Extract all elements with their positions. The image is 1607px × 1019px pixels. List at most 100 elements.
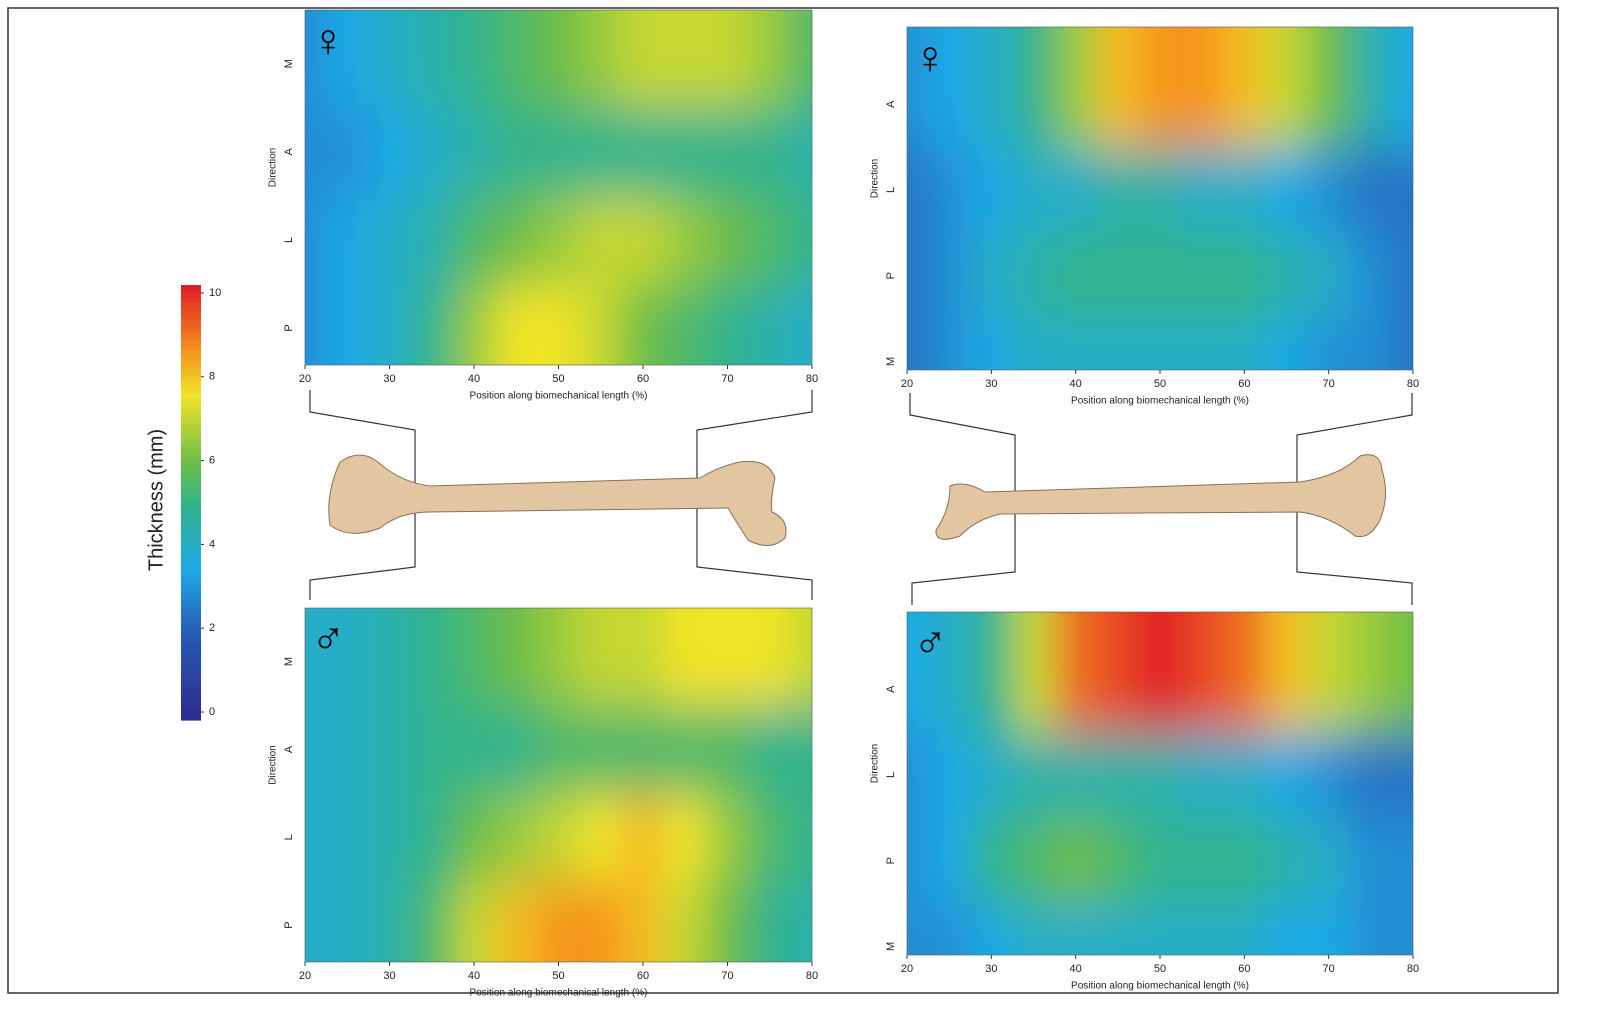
colorbar-swatch xyxy=(181,646,201,651)
colorbar-swatch xyxy=(181,559,201,564)
colorbar-swatch xyxy=(181,389,201,395)
colorbar-swatch xyxy=(181,515,201,521)
colorbar-swatch xyxy=(181,311,201,317)
heatmap-cell xyxy=(748,608,792,707)
colorbar-swatch xyxy=(181,654,201,660)
heatmap-cell xyxy=(579,705,623,794)
x-tick-label: 60 xyxy=(637,373,649,385)
heatmap-cell xyxy=(305,608,327,707)
colorbar-swatch xyxy=(181,285,201,290)
colorbar-swatch xyxy=(181,489,201,495)
heatmap-cell xyxy=(1096,903,1140,955)
heatmap-cell xyxy=(748,881,792,962)
y-tick-label: A xyxy=(283,745,295,753)
heatmap-cell xyxy=(706,283,750,365)
heatmap-cell xyxy=(790,608,812,707)
heatmap-cell xyxy=(537,107,581,197)
heatmap-cell xyxy=(579,195,623,285)
colorbar-swatch xyxy=(181,498,201,504)
heatmap-cell xyxy=(1181,147,1224,234)
heatmap-cell xyxy=(1349,27,1393,148)
heatmap-cell xyxy=(1138,903,1182,955)
y-axis-label: Direction xyxy=(268,745,279,784)
heatmap-cell xyxy=(495,705,538,794)
heatmap-cell xyxy=(1223,612,1266,733)
heatmap xyxy=(907,27,1413,370)
sex-symbol: ♂ xyxy=(913,616,948,668)
colorbar-swatch xyxy=(181,676,201,682)
heatmap-cell xyxy=(1223,903,1266,955)
heatmap-cell xyxy=(621,283,665,365)
heatmap-cell xyxy=(928,903,971,955)
x-tick-label: 30 xyxy=(985,378,997,390)
heatmap-cell xyxy=(621,10,665,109)
heatmap-cell xyxy=(1138,318,1182,370)
heatmap-cell xyxy=(1349,732,1393,819)
heatmap-cell xyxy=(410,881,454,962)
heatmap-cell xyxy=(537,881,581,962)
colorbar-tick-label: 4 xyxy=(209,538,215,550)
x-tick-label: 30 xyxy=(383,970,395,982)
colorbar-swatch xyxy=(181,641,201,647)
x-tick-label: 80 xyxy=(806,373,818,385)
heatmap-cell xyxy=(706,608,750,707)
y-axis-label: Direction xyxy=(870,744,881,783)
heatmap-cell xyxy=(326,793,369,882)
colorbar-swatch xyxy=(181,298,201,303)
x-tick-label: 80 xyxy=(1407,378,1419,390)
colorbar-swatch xyxy=(181,628,201,634)
x-tick-label: 70 xyxy=(1323,963,1335,975)
colorbar-tick-label: 8 xyxy=(209,371,215,383)
heatmap-cell xyxy=(1054,232,1098,320)
heatmap-cell xyxy=(664,705,707,794)
heatmap-cell xyxy=(1054,732,1098,819)
heatmap-cell xyxy=(1391,27,1413,148)
heatmap-cell xyxy=(410,705,454,794)
y-tick-label: M xyxy=(283,59,295,68)
heatmap-cell xyxy=(907,232,929,320)
colorbar-swatch xyxy=(181,337,201,343)
colorbar-swatch xyxy=(181,424,201,430)
x-tick-label: 20 xyxy=(901,378,913,390)
heatmap-cell xyxy=(1054,318,1098,370)
heatmap-cell xyxy=(1391,732,1413,819)
heatmap-cell xyxy=(579,107,623,197)
x-tick-label: 50 xyxy=(1154,963,1166,975)
heatmap-cell xyxy=(452,10,496,109)
heatmap-cell xyxy=(452,793,496,882)
heatmap-cell xyxy=(706,10,750,109)
x-tick-label: 60 xyxy=(1238,963,1250,975)
y-tick-label: L xyxy=(885,187,897,193)
heatmap-cell xyxy=(970,612,1013,733)
heatmap-cell xyxy=(1349,232,1393,320)
heatmap-cell xyxy=(1391,817,1413,905)
colorbar-swatch xyxy=(181,372,201,377)
femur xyxy=(328,454,787,546)
colorbar-swatch xyxy=(181,289,201,295)
colorbar-swatch xyxy=(181,537,201,543)
heatmap-cell xyxy=(1265,732,1309,819)
heatmap-cell xyxy=(664,195,707,285)
colorbar-swatch xyxy=(181,580,201,586)
heatmap-cell xyxy=(748,107,792,197)
heatmap-cell xyxy=(1054,612,1098,733)
colorbar-swatch xyxy=(181,585,201,591)
x-axis-label: Position along biomechanical length (%) xyxy=(1071,981,1249,992)
colorbar-tick-label: 10 xyxy=(209,287,221,299)
x-tick-label: 40 xyxy=(1070,378,1082,390)
heatmap-cell xyxy=(706,705,750,794)
colorbar-swatch xyxy=(181,406,201,412)
heatmap-cell xyxy=(368,793,412,882)
heatmap-cell xyxy=(1391,612,1413,733)
x-tick-label: 80 xyxy=(806,970,818,982)
heatmap-cell xyxy=(706,107,750,197)
heatmap-cell xyxy=(907,612,929,733)
heatmap-cell xyxy=(1307,318,1351,370)
heatmap-cell xyxy=(326,881,369,962)
heatmap-cell xyxy=(907,27,929,148)
colorbar-swatch xyxy=(181,506,201,512)
heatmap-cells xyxy=(907,27,1413,370)
colorbar-swatch xyxy=(181,650,201,656)
heatmap-cell xyxy=(1138,732,1182,819)
heatmap-cell xyxy=(1265,318,1309,370)
